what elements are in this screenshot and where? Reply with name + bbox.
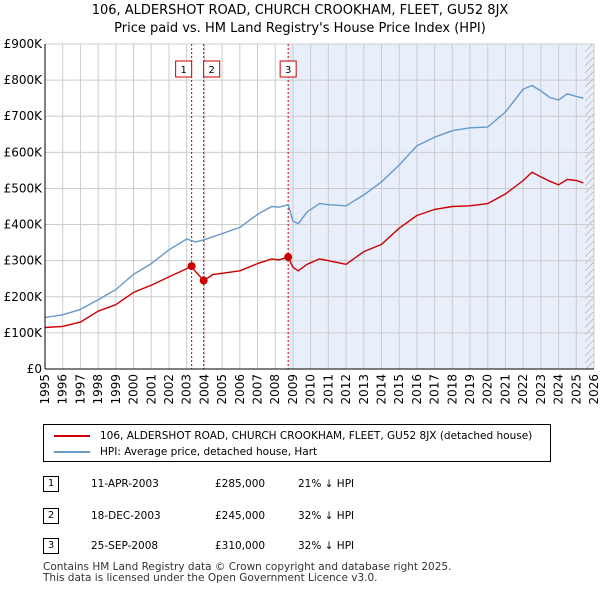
y-tick-label: £600K	[4, 145, 44, 159]
sale-number-badge: 1	[43, 476, 59, 492]
y-tick-label: £800K	[4, 73, 44, 87]
hpi-line	[44, 84, 584, 319]
x-tick-label: 2006	[233, 374, 247, 405]
sale-label-box	[175, 60, 193, 78]
x-tick-label: 2018	[445, 374, 459, 405]
x-tick-label: 2020	[481, 374, 495, 405]
legend-item-property: 106, ALDERSHOT ROAD, CHURCH CROOKHAM, FL…	[54, 428, 532, 444]
x-tick-label: 2014	[374, 374, 388, 405]
chart-title-line1: 106, ALDERSHOT ROAD, CHURCH CROOKHAM, FL…	[91, 3, 509, 18]
x-tick-label: 2024	[552, 374, 566, 405]
x-tick-label: 2010	[304, 374, 318, 405]
x-tick-label: 2004	[197, 374, 211, 405]
sale-price: £310,000	[215, 540, 266, 552]
legend-label-property: 106, ALDERSHOT ROAD, CHURCH CROOKHAM, FL…	[100, 430, 533, 442]
x-tick-label: 2013	[357, 374, 371, 405]
y-tick-label: £300K	[4, 254, 44, 268]
sale-row: 2 18-DEC-2003 £245,000 32% ↓ HPI	[43, 506, 563, 526]
sale-number-badge: 2	[43, 508, 59, 524]
sale-point	[187, 262, 196, 271]
x-tick-label: 2005	[215, 374, 229, 405]
sale-row: 1 11-APR-2003 £285,000 21% ↓ HPI	[43, 474, 563, 494]
x-tick-label: 2019	[463, 374, 477, 405]
footer-copyright: Contains HM Land Registry data © Crown c…	[43, 561, 452, 573]
y-tick-label: £200K	[4, 290, 44, 304]
sale-label-box	[203, 60, 221, 78]
sale-date: 11-APR-2003	[91, 478, 159, 490]
x-tick-label: 2002	[162, 374, 176, 405]
sale-hpi-diff: 21% ↓ HPI	[298, 478, 355, 490]
post-sale-shading	[288, 44, 594, 369]
x-tick-label: 2003	[180, 374, 194, 405]
sale-hpi-diff: 32% ↓ HPI	[298, 540, 355, 552]
x-tick-label: 2017	[428, 374, 442, 405]
x-tick-label: 1996	[56, 374, 70, 405]
x-tick-label: 2021	[498, 374, 512, 405]
legend-swatch-hpi	[54, 451, 90, 453]
x-tick-label: 1998	[91, 374, 105, 405]
footer-licence: This data is licensed under the Open Gov…	[43, 572, 378, 584]
x-tick-label: 2008	[268, 374, 282, 405]
legend-item-hpi: HPI: Average price, detached house, Hart	[54, 444, 317, 460]
sale-price: £245,000	[215, 510, 266, 522]
forecast-hatching	[585, 44, 594, 369]
chart-title-line2: Price paid vs. HM Land Registry's House …	[114, 21, 486, 36]
y-tick-label: £400K	[4, 218, 44, 232]
y-tick-label: £100K	[4, 326, 44, 340]
y-tick-label: £900K	[4, 37, 44, 51]
legend-label-hpi: HPI: Average price, detached house, Hart	[100, 446, 318, 458]
x-tick-label: 2022	[516, 374, 530, 405]
y-tick-label: £500K	[4, 181, 44, 195]
y-tick-label: £700K	[4, 109, 44, 123]
x-tick-label: 2016	[410, 374, 424, 405]
x-tick-label: 2001	[144, 374, 158, 405]
sale-point	[284, 253, 293, 262]
x-tick-label: 2026	[587, 374, 600, 405]
x-tick-label: 2007	[251, 374, 265, 405]
y-tick-label: £0	[27, 362, 42, 376]
x-tick-label: 2015	[392, 374, 406, 405]
sale-date: 18-DEC-2003	[91, 510, 161, 522]
x-tick-label: 1995	[38, 374, 52, 405]
sale-hpi-diff: 32% ↓ HPI	[298, 510, 355, 522]
x-tick-label: 2025	[569, 374, 583, 405]
sale-label-text: 3	[285, 65, 291, 76]
x-tick-label: 1997	[73, 374, 87, 405]
sale-date: 25-SEP-2008	[91, 540, 159, 552]
sale-label-text: 1	[180, 65, 186, 76]
sale-label-text: 2	[208, 65, 214, 76]
sale-row: 3 25-SEP-2008 £310,000 32% ↓ HPI	[43, 536, 563, 556]
x-tick-label: 2009	[286, 374, 300, 405]
x-tick-label: 1999	[109, 374, 123, 405]
sale-label-box	[279, 60, 297, 78]
legend-swatch-property	[54, 435, 90, 437]
sale-point	[199, 276, 208, 285]
x-tick-label: 2023	[534, 374, 548, 405]
chart-legend: 106, ALDERSHOT ROAD, CHURCH CROOKHAM, FL…	[43, 424, 551, 462]
sale-price: £285,000	[215, 478, 266, 490]
property-price-line	[44, 171, 584, 329]
price-chart: 1 2 3 £0 £100K £200K £300K £400K £500K £600K £700…	[4, 37, 600, 405]
x-tick-label: 2012	[339, 374, 353, 405]
x-tick-label: 2011	[321, 374, 335, 405]
sale-number-badge: 3	[43, 538, 59, 554]
x-tick-label: 2000	[127, 374, 141, 405]
